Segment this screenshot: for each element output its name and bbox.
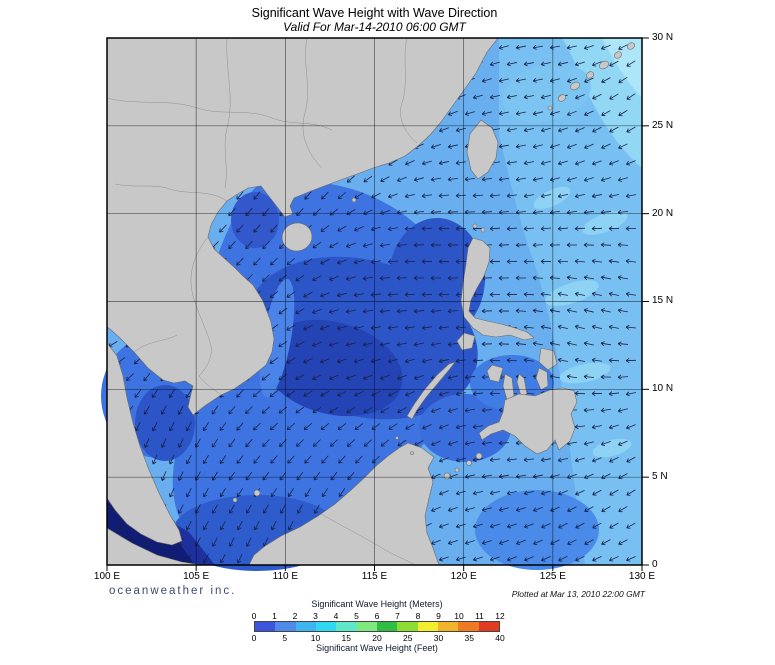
land-small-islands (232, 197, 486, 503)
plotted-timestamp: Plotted at Mar 13, 2010 22:00 GMT (511, 589, 645, 599)
meters-tick: 1 (272, 611, 277, 621)
legend-feet-title: Significant Wave Height (Feet) (316, 643, 438, 653)
feet-tick: 0 (251, 633, 257, 643)
feet-tick: 35 (464, 633, 474, 643)
colorbar-segment (417, 622, 438, 631)
land-mindoro (456, 332, 476, 351)
lat-tick-label: 5 N (652, 471, 668, 483)
lon-tick-label: 110 E (272, 571, 299, 582)
lat-tick-label: 30 N (652, 32, 674, 43)
meters-tick: 11 (475, 611, 484, 621)
ocean-ne-corner (602, 38, 642, 98)
land-leyte (535, 367, 549, 391)
colorbar-segment (437, 622, 459, 631)
legend-colorbar (254, 621, 500, 632)
graticule (106, 37, 649, 571)
ocean-sulu-sea (419, 394, 511, 462)
colorbar-segment (458, 622, 479, 631)
meters-tick: 3 (313, 611, 318, 621)
lon-tick-label: 120 E (450, 571, 477, 582)
land-layer (106, 37, 636, 566)
colorbar-segment (275, 622, 296, 631)
meters-tick: 8 (415, 611, 421, 621)
meters-tick: 0 (251, 611, 257, 621)
colorbar-segment (356, 622, 377, 631)
lon-tick-label: 100 E (93, 571, 121, 582)
meters-tick: 5 (354, 611, 359, 621)
lon-tick-label: 130 E (628, 571, 656, 582)
feet-tick: 15 (341, 633, 351, 643)
lat-tick-label: 25 N (652, 119, 674, 131)
map-border (106, 37, 643, 566)
meters-tick: 12 (495, 611, 505, 621)
colorbar-segment (295, 622, 316, 631)
legend-meters-ticks: 0 1 2 3 4 5 6 7 8 9 10 11 12 (251, 611, 505, 621)
land-hainan (281, 222, 313, 252)
meters-tick: 7 (395, 611, 400, 621)
legend-meters-title: Significant Wave Height (Meters) (311, 599, 443, 609)
meters-tick: 4 (333, 611, 339, 621)
lat-tick-label: 0 (652, 558, 658, 570)
colorbar-segment (478, 622, 499, 631)
legend-feet-ticks: 0 5 10 15 20 25 30 35 40 (251, 633, 505, 643)
land-panay (486, 364, 504, 383)
meters-tick: 10 (454, 611, 464, 621)
wave-height-map (101, 37, 649, 571)
feet-tick: 30 (433, 633, 444, 643)
feet-tick: 25 (403, 633, 413, 643)
colorbar-segment (315, 622, 337, 631)
valid-time: Valid For Mar-14-2010 06:00 GMT (283, 20, 466, 34)
brand-logo-text: oceanweather inc. (109, 585, 237, 597)
meters-tick: 2 (292, 611, 298, 621)
land-malay-peninsula (106, 342, 183, 546)
land-palawan (406, 361, 456, 420)
colorbar-segment (376, 622, 398, 631)
colorbar-segment (336, 622, 357, 631)
lat-tick-label: 20 N (652, 207, 674, 219)
meters-tick: 9 (436, 611, 441, 621)
lat-tick-label: 10 N (652, 383, 674, 395)
land-ryukyu-islands (547, 42, 636, 111)
chart-title: Significant Wave Height with Wave Direct… (251, 6, 498, 20)
feet-tick: 40 (495, 633, 505, 643)
ocean-gulf-tonkin (231, 192, 279, 248)
feet-tick: 5 (282, 633, 288, 643)
lon-tick-label: 105 E (183, 571, 210, 582)
lon-tick-label: 125 E (539, 571, 566, 582)
land-taiwan (466, 119, 499, 180)
lon-tick-label: 115 E (361, 571, 388, 582)
feet-tick: 10 (310, 633, 321, 643)
colorbar-segment (397, 622, 418, 631)
colorbar-segment (255, 622, 276, 631)
land-china-indochina (106, 37, 499, 416)
lat-tick-label: 15 N (652, 295, 674, 307)
land-luzon (460, 237, 535, 341)
country-borders (106, 37, 418, 566)
meters-tick: 6 (374, 611, 380, 621)
feet-tick: 20 (372, 633, 382, 643)
